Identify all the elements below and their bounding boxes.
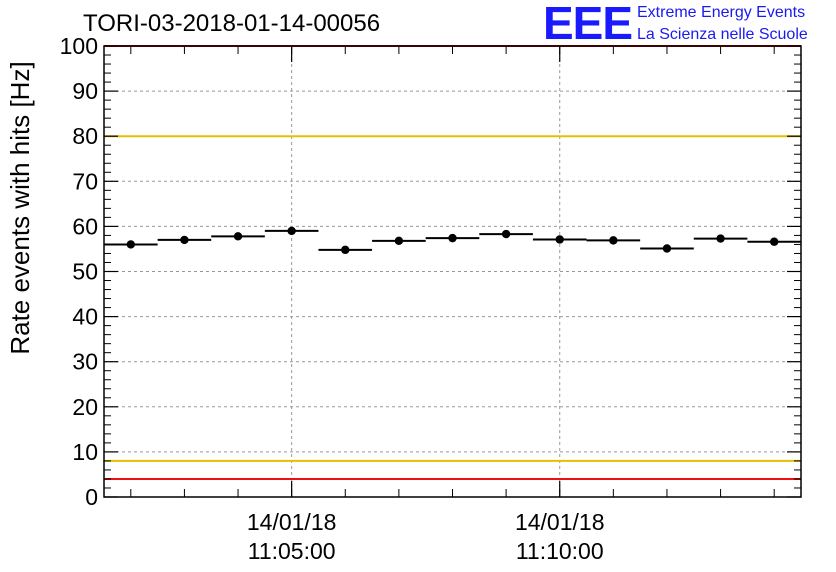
data-point bbox=[555, 235, 564, 244]
y-tick-label: 90 bbox=[72, 78, 98, 104]
x-tick-labels: 14/01/18 11:05:00 14/01/18 11:10:00 bbox=[247, 509, 605, 564]
data-point bbox=[448, 233, 457, 243]
x-tick-date: 14/01/18 bbox=[247, 509, 337, 535]
y-tick-label: 40 bbox=[72, 304, 98, 330]
logo-text-line1: Extreme Energy Events bbox=[637, 4, 806, 21]
eee-logo-mark: EEE bbox=[543, 0, 633, 49]
x-tick-date: 14/01/18 bbox=[515, 509, 605, 535]
chart-title: TORI-03-2018-01-14-00056 bbox=[83, 10, 381, 37]
y-tick-label: 0 bbox=[85, 484, 98, 510]
data-point bbox=[609, 236, 618, 245]
y-tick-label: 20 bbox=[72, 394, 98, 420]
data-point bbox=[716, 234, 725, 243]
y-tick-labels: 0 10 20 30 40 50 60 70 80 90 100 bbox=[60, 33, 98, 510]
data-point bbox=[394, 236, 404, 246]
x-tick-time: 11:05:00 bbox=[248, 538, 336, 564]
data-point bbox=[662, 244, 672, 253]
y-tick-label: 50 bbox=[72, 259, 98, 285]
y-tick-label: 70 bbox=[72, 168, 98, 194]
y-axis-label: Rate events with hits [Hz] bbox=[5, 61, 35, 354]
eee-logo: EEE Extreme Energy Events La Scienza nel… bbox=[543, 0, 833, 49]
data-point bbox=[180, 235, 189, 245]
data-points bbox=[104, 226, 801, 255]
data-point bbox=[126, 240, 136, 249]
x-tick-time: 11:10:00 bbox=[516, 538, 604, 564]
data-point bbox=[501, 229, 511, 239]
grid bbox=[104, 46, 801, 497]
reference-lines bbox=[104, 45, 801, 480]
y-tick-label: 60 bbox=[72, 213, 98, 239]
axis-ticks bbox=[104, 45, 801, 498]
y-tick-label: 10 bbox=[72, 439, 98, 465]
data-point bbox=[287, 226, 296, 236]
data-point bbox=[341, 245, 350, 255]
y-tick-label: 30 bbox=[72, 349, 98, 375]
y-tick-label: 100 bbox=[60, 33, 98, 59]
data-point bbox=[233, 232, 243, 241]
data-point bbox=[769, 237, 779, 246]
y-tick-label: 80 bbox=[72, 123, 98, 149]
logo-text-line2: La Scienza nelle Scuole bbox=[637, 26, 808, 43]
